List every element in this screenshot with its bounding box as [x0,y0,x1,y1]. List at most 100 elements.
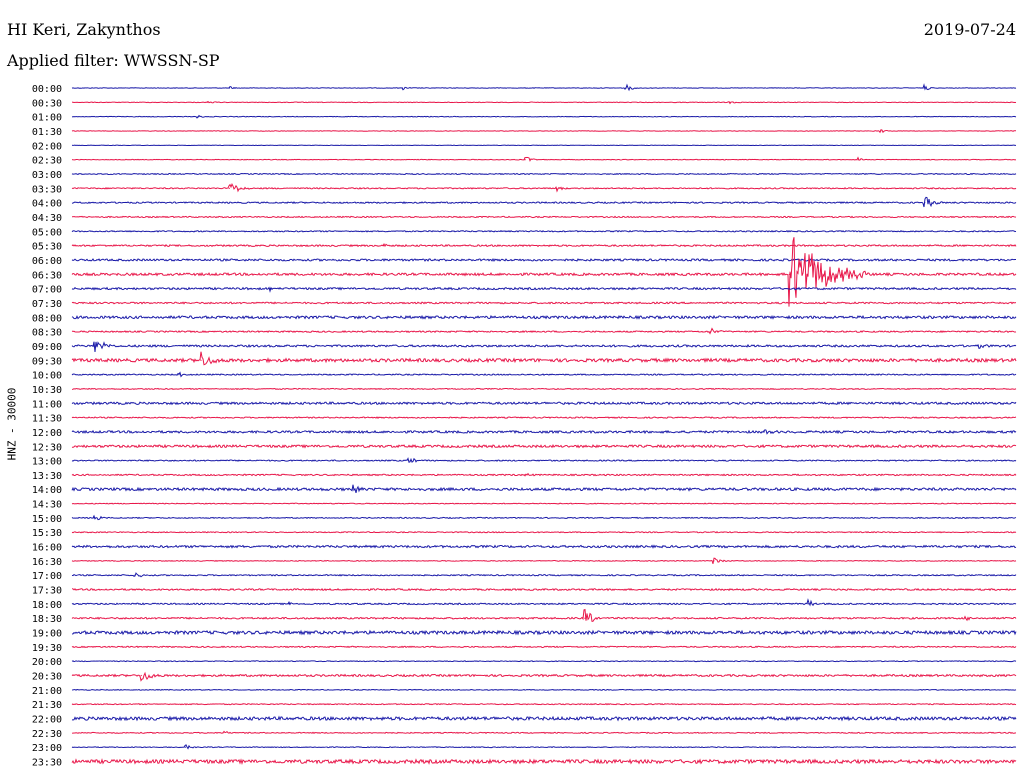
seismic-event-18 [977,345,979,347]
seismic-event-0 [228,87,230,89]
trace-line-0030 [71,100,1017,105]
seismic-event-5 [729,101,731,103]
trace-line-0330 [71,183,1017,193]
trace-line-1330 [71,472,1017,477]
seismic-event-33 [222,732,224,734]
trace-line-1100 [71,401,1017,406]
trace-line-2000 [71,660,1017,663]
seismic-event-28 [288,603,290,605]
row-time-label: 00:30 [32,98,62,109]
trace-line-1600 [71,544,1017,549]
trace-line-1630 [71,557,1017,564]
row-time-label: 05:30 [32,242,62,253]
row-time-label: 10:30 [32,385,62,396]
trace-line-1400 [71,484,1017,493]
trace-line-1130 [71,416,1017,419]
row-time-label: 07:00 [32,285,62,296]
trace-line-2300 [71,744,1017,750]
row-time-label: 01:00 [32,113,62,124]
trace-line-0930 [71,351,1017,366]
trace-line-1030 [71,387,1017,391]
seismic-event-27 [134,574,136,576]
seismic-event-31 [965,617,967,619]
trace-line-0130 [71,129,1017,134]
row-time-label: 18:00 [32,600,62,611]
trace-line-0100 [71,114,1017,119]
row-time-label: 23:00 [32,743,62,754]
seismic-event-3 [924,87,926,89]
row-time-label: 12:30 [32,442,62,453]
trace-line-0730 [71,301,1017,305]
row-time-label: 02:30 [32,156,62,167]
row-time-label: 20:30 [32,672,62,683]
row-time-label: 21:30 [32,700,62,711]
trace-line-2230 [71,730,1017,735]
seismic-event-10 [228,187,230,189]
trace-line-1730 [71,587,1017,592]
trace-line-0900 [71,341,1017,352]
trace-line-1200 [71,429,1017,435]
trace-line-0600 [71,257,1017,262]
row-time-label: 08:30 [32,328,62,339]
row-time-label: 18:30 [32,614,62,625]
seismic-event-4 [206,101,208,103]
row-time-label: 19:00 [32,629,62,640]
row-time-label: 20:00 [32,657,62,668]
row-time-label: 04:30 [32,213,62,224]
trace-line-1530 [71,531,1017,534]
trace-line-0830 [71,327,1017,335]
seismic-event-13 [382,245,385,247]
seismic-event-23 [524,474,526,476]
seismic-event-7 [880,130,882,132]
row-time-label: 16:30 [32,557,62,568]
row-time-label: 13:30 [32,471,62,482]
seismic-event-15 [269,288,271,290]
row-time-label: 09:00 [32,342,62,353]
seismic-event-12 [924,202,926,204]
row-time-label: 15:00 [32,514,62,525]
row-time-label: 16:00 [32,543,62,554]
seismic-event-19 [200,359,202,361]
trace-line-1430 [71,502,1017,505]
row-time-label: 11:30 [32,414,62,425]
trace-line-2130 [71,703,1017,706]
row-time-label: 11:00 [32,399,62,410]
trace-line-0400 [71,196,1017,208]
seismic-event-21 [763,431,765,433]
seismic-event-32 [140,674,142,677]
seismic-event-11 [556,187,558,189]
row-time-label: 17:30 [32,586,62,597]
row-time-label: 06:00 [32,256,62,267]
trace-line-0530 [71,242,1017,248]
row-time-label: 03:00 [32,170,62,181]
filter-label: Applied filter: WWSSN-SP [7,51,220,70]
row-time-label: 15:30 [32,528,62,539]
trace-line-0230 [71,156,1017,162]
row-time-label: 21:00 [32,686,62,697]
row-time-label: 02:00 [32,141,62,152]
row-time-label: 10:00 [32,371,62,382]
seismic-event-22 [408,460,410,462]
seismic-event-6 [197,116,199,118]
seismic-event-34 [184,746,186,748]
trace-line-2330 [71,758,1017,766]
row-time-label: 13:00 [32,457,62,468]
row-time-label: 22:30 [32,729,62,740]
trace-line-1930 [71,645,1017,649]
row-time-label: 07:30 [32,299,62,310]
row-time-label: 14:30 [32,500,62,511]
trace-line-1500 [71,514,1017,521]
trace-line-1230 [71,443,1017,449]
trace-line-1700 [71,572,1017,578]
row-time-label: 17:00 [32,571,62,582]
trace-line-1900 [71,629,1017,636]
trace-line-2100 [71,688,1017,691]
row-time-label: 19:30 [32,643,62,654]
row-time-label: 14:00 [32,485,62,496]
seismic-event-8 [524,159,526,161]
row-time-label: 00:00 [32,84,62,95]
trace-line-0700 [71,286,1017,293]
trace-line-0800 [71,314,1017,320]
trace-line-1300 [71,457,1017,463]
